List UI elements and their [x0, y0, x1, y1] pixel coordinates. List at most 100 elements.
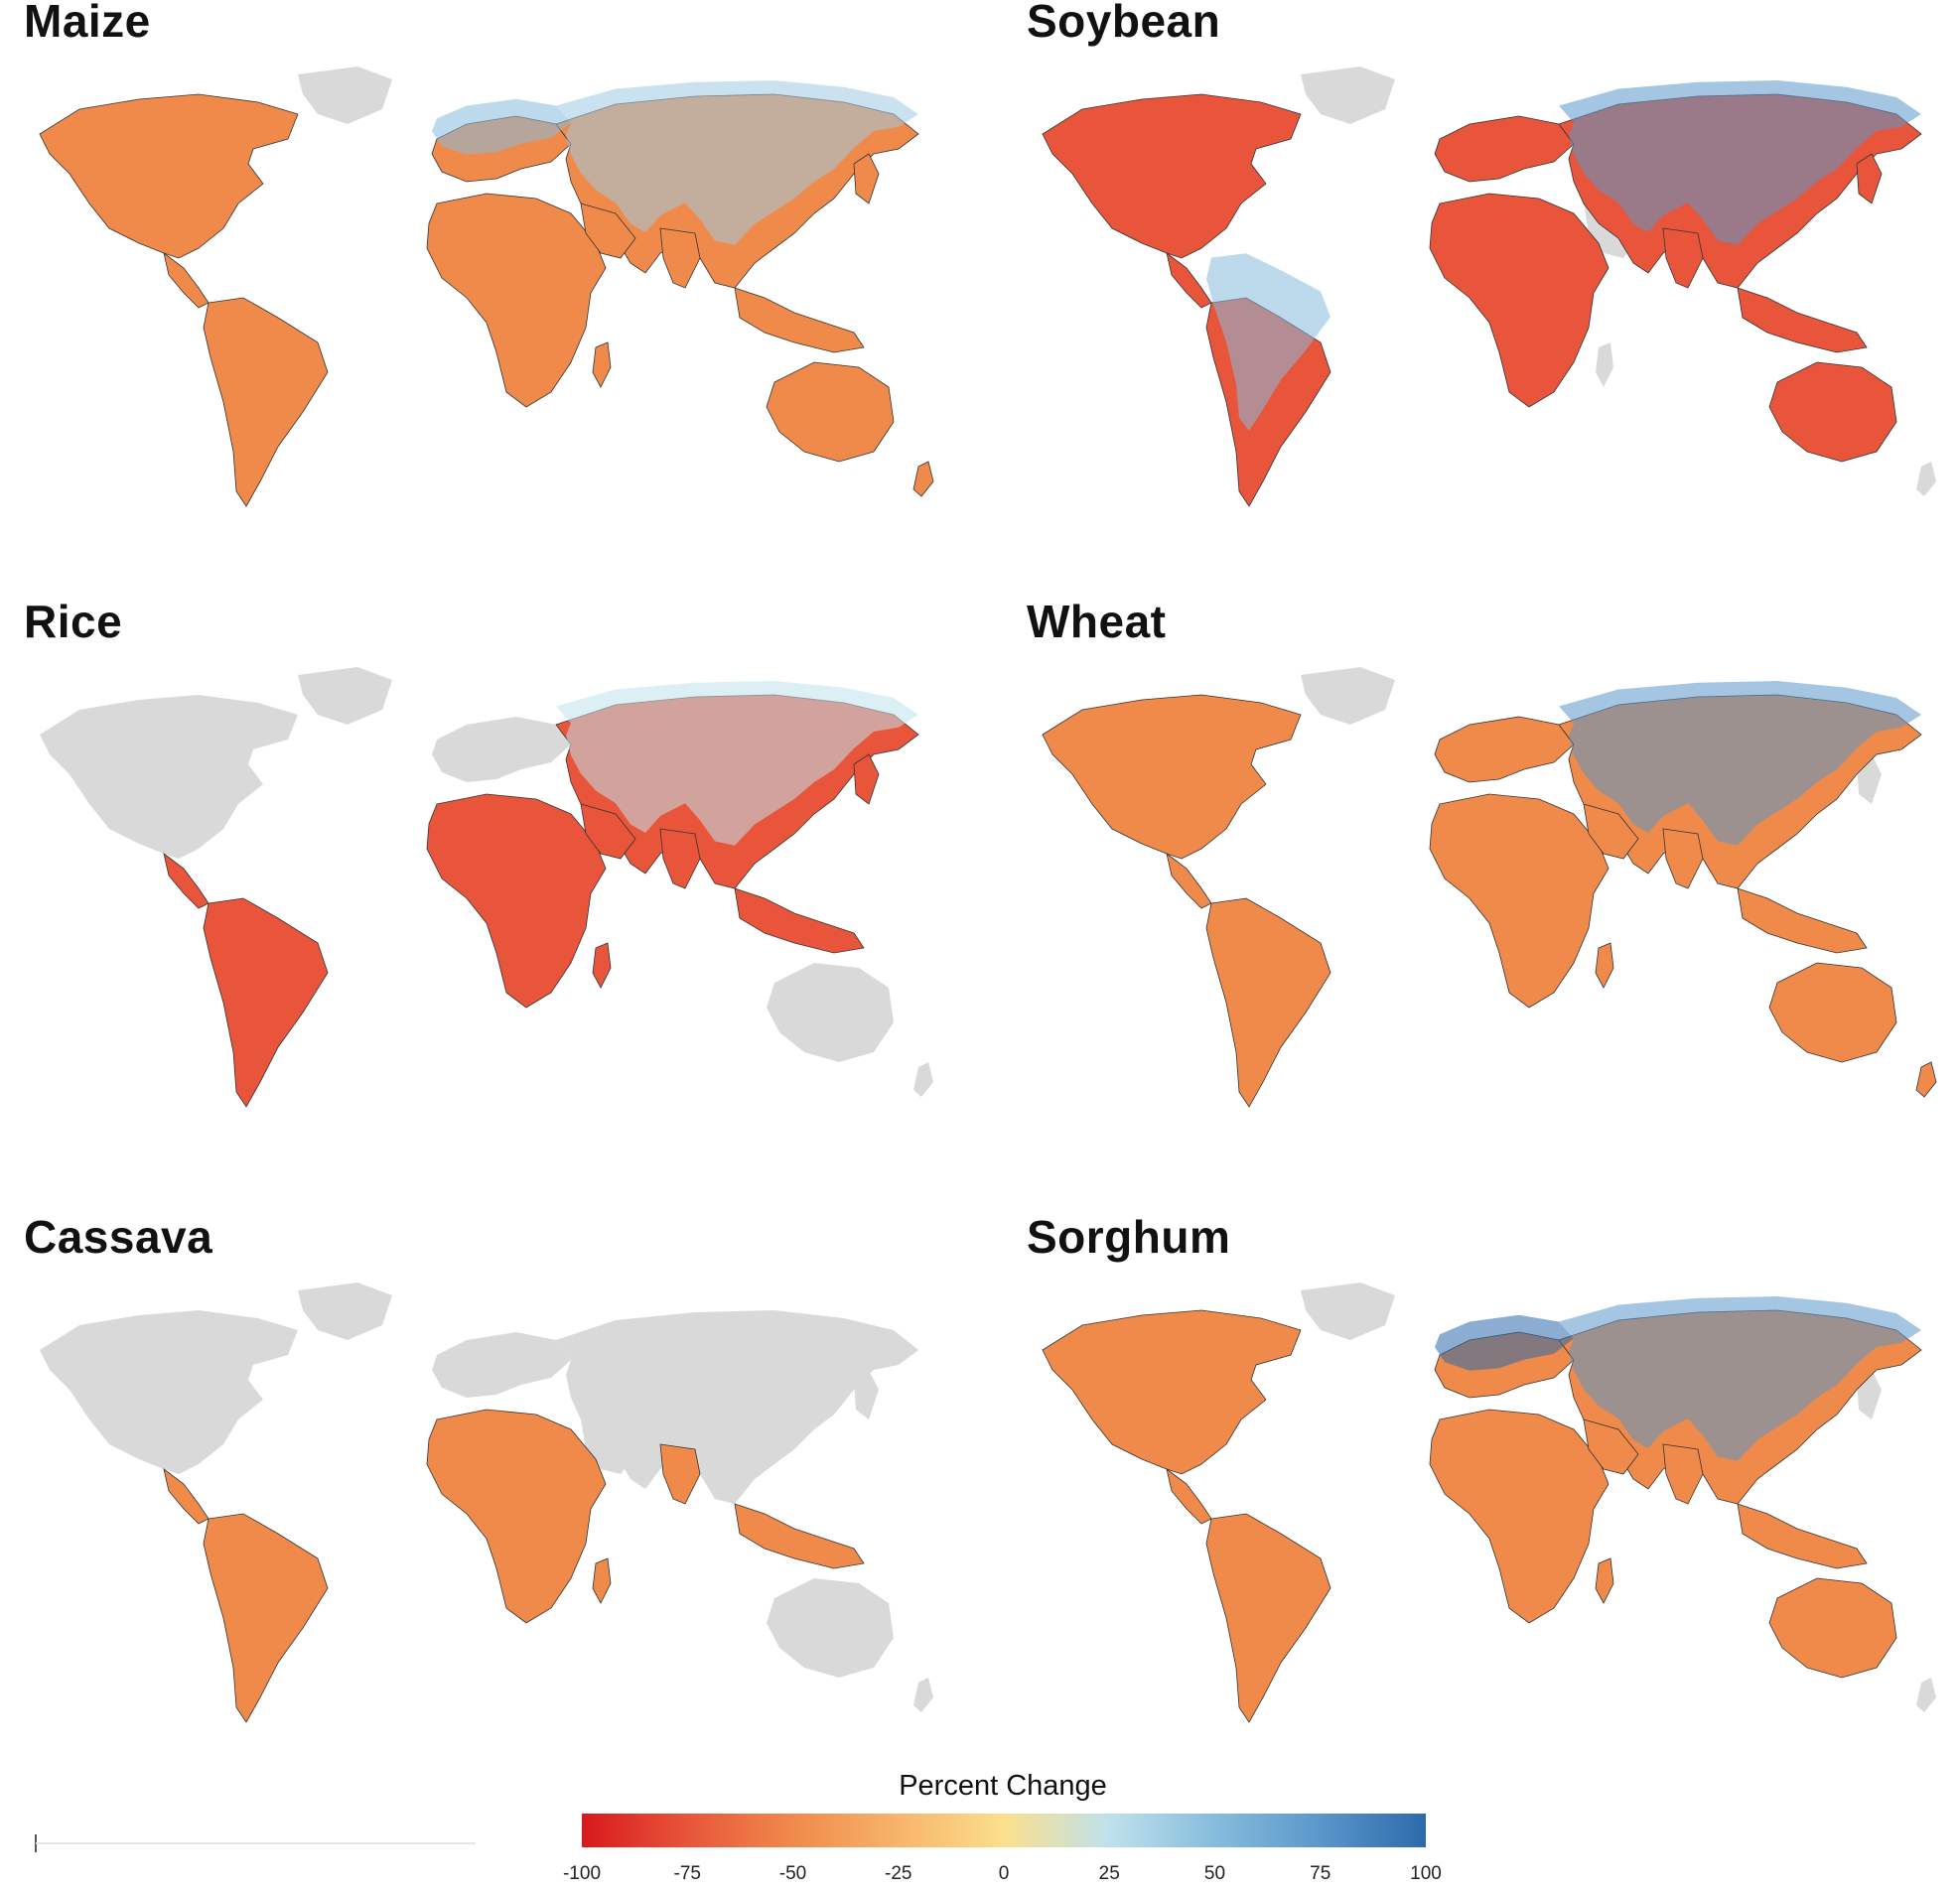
world-map: [1042, 1282, 1936, 1723]
crop-region-arabia: [580, 803, 636, 860]
crop-region-southAmerica: [203, 297, 329, 507]
crop-region-africa: [1429, 193, 1610, 408]
land-europe: [432, 717, 571, 782]
legend-tick-label: -25: [885, 1863, 912, 1884]
world-map: [1042, 67, 1936, 507]
legend-title: Percent Change: [899, 1770, 1107, 1802]
panel-title: Rice: [24, 596, 123, 647]
crop-region-northAmerica: [1042, 694, 1302, 860]
crop-region-australia: [1768, 361, 1897, 463]
map-panel-sorghum: Sorghum: [1003, 1211, 1960, 1812]
crop-region-southAmerica: [203, 897, 329, 1108]
land-greenland: [298, 667, 392, 725]
legend-tick-label: -75: [673, 1863, 701, 1884]
land-greenland: [298, 67, 392, 124]
crop-region-seAsia: [734, 287, 865, 353]
crop-region-northAmerica: [39, 93, 299, 259]
land-greenland: [1301, 667, 1395, 725]
crop-region-arabia: [1583, 803, 1639, 860]
crop-region-arabia: [580, 202, 636, 259]
legend-color-bar: [582, 1814, 1426, 1847]
map-panel-maize: Maize: [0, 0, 983, 596]
crop-region-africa: [426, 1409, 607, 1624]
crop-region-australia: [1768, 1577, 1897, 1679]
land-australia: [767, 963, 894, 1062]
crop-region-madagascar: [1595, 942, 1614, 989]
panel-title: Sorghum: [1027, 1211, 1231, 1263]
crop-region-centralAmerica: [163, 853, 210, 909]
crop-region-africa: [1429, 793, 1610, 1009]
crop-region-australia: [1768, 962, 1897, 1063]
map-panel-rice: Rice: [0, 596, 983, 1196]
land-northAmerica: [40, 1310, 298, 1474]
legend-tick-label: 50: [1203, 1863, 1226, 1884]
crop-region-europe: [1434, 115, 1575, 183]
land-europe: [432, 1332, 571, 1398]
positive-change-region: [1435, 1314, 1574, 1371]
color-legend: Percent Change -100 -75 -50 -25 0 25 50 75 100: [556, 1770, 1450, 1890]
legend-tick-label: -100: [562, 1863, 602, 1884]
crop-region-india: [1662, 1443, 1704, 1505]
world-map: [39, 67, 934, 507]
crop-region-northAmerica: [1042, 93, 1302, 259]
crop-region-centralAmerica: [1166, 252, 1212, 309]
crop-region-australia: [766, 361, 895, 463]
world-map: [40, 1282, 933, 1723]
crop-region-japan: [853, 753, 880, 805]
crop-region-southAmerica: [203, 1513, 329, 1723]
land-madagascar: [1596, 342, 1613, 387]
legend-tick-label: 100: [1410, 1863, 1442, 1884]
crop-region-centralAmerica: [1166, 1468, 1212, 1525]
crop-region-newZealand: [1915, 1061, 1937, 1098]
legend-tick-label: 75: [1310, 1863, 1331, 1884]
crop-region-centralAmerica: [1166, 853, 1212, 909]
crop-region-centralAmerica: [163, 252, 210, 309]
crop-region-africa: [426, 793, 607, 1009]
crop-region-seAsia: [734, 1503, 865, 1569]
panel-title: Soybean: [1027, 0, 1221, 47]
crop-region-arabia: [1583, 1418, 1639, 1475]
crop-region-india: [659, 1443, 701, 1505]
land-greenland: [1301, 1282, 1395, 1340]
crop-region-india: [1662, 828, 1704, 889]
crop-region-newZealand: [912, 461, 934, 497]
land-australia: [767, 1578, 894, 1678]
crop-region-seAsia: [1737, 887, 1868, 954]
positive-change-region: [1559, 80, 1921, 245]
world-map: [1042, 667, 1937, 1108]
panel-title: Maize: [24, 0, 151, 47]
positive-change-region: [1206, 253, 1330, 431]
crop-region-northAmerica: [1042, 1309, 1302, 1475]
legend-tick-label: 0: [998, 1863, 1010, 1884]
panel-title: Cassava: [24, 1211, 213, 1263]
legend-tick-label: -50: [778, 1863, 807, 1884]
map-panel-wheat: Wheat: [1003, 596, 1960, 1196]
crop-region-madagascar: [592, 1557, 612, 1604]
crop-region-africa: [1429, 1409, 1610, 1624]
crop-region-japan: [1856, 153, 1883, 204]
land-newZealand: [913, 1062, 933, 1097]
crop-region-centralAmerica: [163, 1468, 210, 1525]
crop-region-madagascar: [592, 341, 612, 388]
crop-region-japan: [853, 153, 880, 204]
panel-title: Wheat: [1027, 596, 1167, 647]
crop-region-india: [659, 828, 701, 889]
positive-change-region: [432, 98, 571, 155]
land-greenland: [298, 1282, 392, 1340]
crop-region-southAmerica: [1205, 897, 1331, 1108]
land-northAmerica: [40, 695, 298, 859]
crop-region-madagascar: [1595, 1557, 1614, 1604]
land-asia: [556, 1310, 918, 1504]
land-newZealand: [1916, 1678, 1936, 1712]
crop-region-europe: [1434, 716, 1575, 783]
crop-region-india: [659, 227, 701, 289]
map-panel-cassava: Cassava: [0, 1211, 983, 1812]
crop-region-seAsia: [734, 887, 865, 954]
land-greenland: [1301, 67, 1395, 124]
land-newZealand: [1916, 462, 1936, 496]
map-panel-soybean: Soybean: [1003, 0, 1960, 596]
positive-change-region: [1559, 1296, 1921, 1461]
crop-region-madagascar: [592, 942, 612, 989]
crop-region-seAsia: [1737, 1503, 1868, 1569]
crop-region-india: [1662, 227, 1704, 289]
